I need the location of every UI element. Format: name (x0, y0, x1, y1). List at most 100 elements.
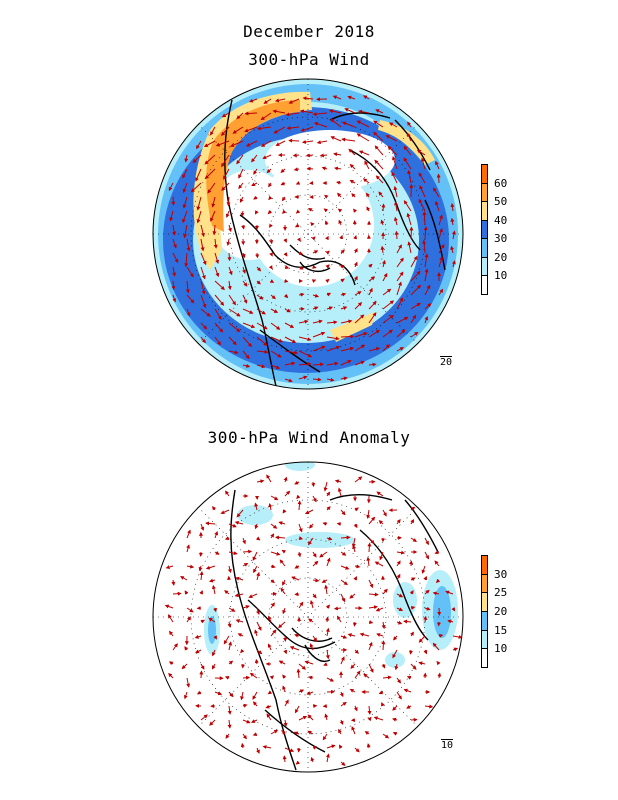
wind-vector (265, 704, 272, 709)
wind-vector (298, 292, 305, 297)
wind-vector (284, 361, 296, 366)
wind-vector (267, 690, 273, 695)
wind-vector (211, 663, 216, 670)
wind-vector (340, 551, 347, 556)
wind-vector (298, 362, 312, 367)
wind-vector (227, 719, 232, 729)
wind-vector (298, 350, 313, 358)
wind-vector (228, 336, 237, 346)
wind-vector (375, 607, 384, 612)
wind-vector (316, 140, 328, 145)
wind-vector (164, 604, 174, 609)
wind-vector (248, 98, 258, 103)
wind-vector (186, 529, 191, 539)
wind-vector (366, 206, 371, 212)
wind-vector (183, 691, 188, 700)
wind-vector (298, 375, 308, 380)
wind-vector (339, 691, 344, 698)
wind-vector (396, 620, 403, 625)
wind-vector (368, 329, 381, 338)
wind-vector (311, 236, 316, 241)
wind-vector (251, 154, 258, 163)
wind-vector (172, 591, 182, 596)
colorbar-swatch (481, 164, 488, 184)
wind-vector (171, 579, 176, 586)
wind-vector (242, 733, 247, 740)
wind-vector (312, 495, 317, 503)
wind-vector (340, 656, 345, 665)
wind-vector (410, 506, 416, 511)
wind-vector (321, 166, 328, 171)
wind-vector (304, 660, 314, 665)
wind-vector (205, 565, 216, 570)
wind-vector (267, 209, 272, 215)
colorbar-label: 30 (494, 567, 508, 581)
wind-vector (334, 479, 342, 484)
wind-vector (376, 491, 384, 497)
wind-vector (438, 256, 444, 268)
wind-vector (337, 192, 342, 198)
wind-vector (378, 690, 384, 695)
colorbar-label: 20 (494, 250, 508, 264)
wind-vector (423, 575, 428, 581)
wind-vector (312, 377, 322, 382)
colorbar-swatch (481, 182, 488, 203)
wind-vector (368, 579, 374, 589)
wind-vector (323, 481, 328, 492)
wind-vector (283, 252, 288, 257)
wind-vector (312, 745, 318, 750)
wind-vector (310, 756, 315, 763)
wind-vector (228, 641, 233, 651)
wind-vector (336, 180, 342, 185)
wind-vector (403, 157, 412, 170)
wind-vector (373, 716, 384, 721)
colorbar-swatch (481, 256, 488, 277)
colorbar-swatch (481, 555, 488, 575)
wind-vector (312, 331, 326, 338)
map-title-anomaly: 300-hPa Wind Anomaly (207, 428, 411, 447)
wind-vector (309, 523, 314, 529)
wind-vector (312, 635, 318, 642)
wind-vector (407, 121, 412, 128)
wind-vector (410, 537, 418, 542)
wind-vector (312, 551, 317, 558)
wind-vector (273, 126, 286, 134)
wind-vector (298, 663, 307, 670)
wind-vector (297, 551, 302, 558)
wind-vector (378, 520, 384, 525)
wind-vector (182, 210, 188, 224)
wind-vector (286, 126, 300, 131)
wind-vector (396, 560, 401, 567)
wind-vector (434, 200, 440, 212)
wind-vector (325, 627, 330, 637)
wind-vector (365, 192, 370, 198)
wind-vector (396, 281, 402, 296)
wind-vector (424, 253, 429, 268)
wind-vector (284, 322, 295, 328)
wind-vector (285, 112, 300, 117)
wind-vector (436, 660, 441, 666)
wind-vector (340, 593, 346, 603)
wind-vector (292, 153, 300, 158)
wind-vector (246, 140, 258, 147)
wind-vector (381, 621, 386, 630)
wind-vector (353, 235, 357, 240)
wind-vector (367, 716, 372, 722)
wind-vector (269, 252, 273, 257)
wind-vector (270, 533, 275, 539)
wind-vector (396, 550, 406, 555)
wind-vector (373, 120, 384, 128)
wind-vector (237, 633, 244, 637)
wind-vector (196, 140, 202, 150)
wind-vector (256, 571, 261, 581)
wind-vector (396, 593, 404, 598)
wind-vector (227, 565, 232, 574)
wind-vector (393, 635, 398, 641)
wind-vector (354, 344, 366, 352)
wind-vector (311, 279, 317, 284)
wind-vector (381, 259, 386, 268)
wind-vector (226, 196, 231, 207)
wind-vector (262, 745, 272, 750)
wind-vector (186, 544, 191, 553)
wind-vector (423, 649, 428, 655)
